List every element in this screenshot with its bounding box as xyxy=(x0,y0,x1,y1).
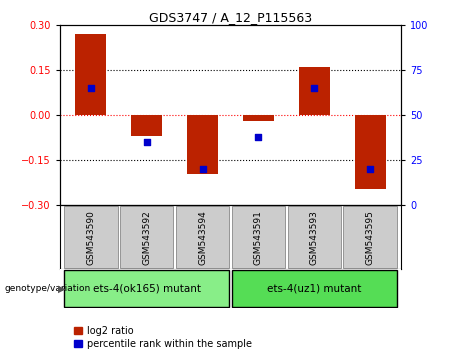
FancyBboxPatch shape xyxy=(288,206,341,268)
FancyBboxPatch shape xyxy=(64,206,118,268)
Bar xyxy=(243,115,274,121)
Point xyxy=(366,166,374,172)
FancyBboxPatch shape xyxy=(231,270,397,307)
Bar xyxy=(187,115,218,174)
Bar xyxy=(299,67,330,115)
Point xyxy=(199,166,206,172)
Text: GSM543593: GSM543593 xyxy=(310,210,319,265)
Point xyxy=(255,134,262,139)
Text: GSM543591: GSM543591 xyxy=(254,210,263,265)
Text: ets-4(uz1) mutant: ets-4(uz1) mutant xyxy=(267,284,361,293)
Legend: log2 ratio, percentile rank within the sample: log2 ratio, percentile rank within the s… xyxy=(74,326,252,349)
Text: GSM543592: GSM543592 xyxy=(142,210,151,264)
Point xyxy=(87,85,95,91)
Point xyxy=(311,85,318,91)
Text: GSM543590: GSM543590 xyxy=(86,210,95,265)
FancyBboxPatch shape xyxy=(120,206,173,268)
Bar xyxy=(75,34,106,115)
Text: GSM543594: GSM543594 xyxy=(198,210,207,264)
FancyBboxPatch shape xyxy=(343,206,397,268)
FancyBboxPatch shape xyxy=(64,270,230,307)
Text: GSM543595: GSM543595 xyxy=(366,210,375,265)
Bar xyxy=(131,115,162,136)
FancyBboxPatch shape xyxy=(176,206,230,268)
Title: GDS3747 / A_12_P115563: GDS3747 / A_12_P115563 xyxy=(149,11,312,24)
Point xyxy=(143,139,150,145)
FancyBboxPatch shape xyxy=(231,206,285,268)
Bar xyxy=(355,115,386,189)
Text: ets-4(ok165) mutant: ets-4(ok165) mutant xyxy=(93,284,201,293)
Text: ▶: ▶ xyxy=(58,284,65,293)
Text: genotype/variation: genotype/variation xyxy=(5,284,91,293)
